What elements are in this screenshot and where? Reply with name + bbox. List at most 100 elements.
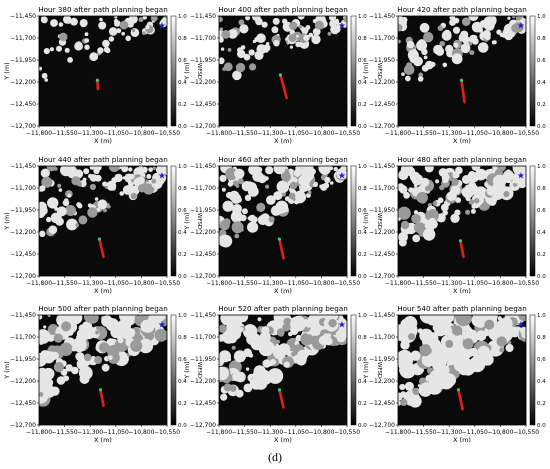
terrain-patch	[98, 21, 107, 30]
terrain-patch	[219, 366, 229, 381]
terrain-patch	[145, 24, 150, 30]
terrain-patch	[246, 182, 257, 193]
terrain-texture	[39, 16, 167, 82]
terrain-patch	[477, 27, 483, 33]
terrain-patch	[477, 42, 489, 53]
colorbar-tick-label: 0.8	[178, 335, 187, 341]
terrain-patch	[232, 70, 242, 81]
y-axis-label: Y (m)	[183, 212, 191, 230]
terrain-patch	[505, 177, 511, 183]
x-tick-label: −10,800	[487, 429, 513, 436]
terrain-patch	[416, 191, 428, 204]
colorbar-tick-label: 0.2	[537, 102, 546, 108]
colorbar-tick-label: 0.0	[178, 423, 187, 429]
terrain-patch	[134, 315, 143, 322]
terrain-patch	[441, 173, 450, 182]
terrain-patch	[58, 188, 63, 192]
terrain-patch	[288, 331, 293, 337]
terrain-patch	[276, 180, 290, 193]
terrain-patch	[40, 168, 50, 178]
terrain-patch	[336, 168, 347, 180]
panel-9: Hour 540 after path planning began ★ −11,8…	[362, 304, 546, 444]
terrain-patch	[281, 171, 291, 182]
colorbar-tick-label: 0.6	[537, 58, 546, 64]
terrain-patch	[295, 34, 299, 38]
terrain-patch	[301, 166, 310, 171]
terrain-patch	[108, 166, 120, 172]
y-tick-label: −12,700	[190, 273, 216, 280]
terrain-patch	[439, 365, 450, 376]
terrain-patch	[264, 176, 269, 181]
terrain-patch	[400, 342, 405, 346]
colorbar-tick-label: 0.2	[537, 252, 546, 258]
terrain-patch	[54, 167, 58, 171]
terrain-patch	[273, 346, 286, 360]
terrain-patch	[108, 36, 115, 42]
terrain-patch	[404, 381, 414, 391]
terrain-patch	[70, 17, 78, 26]
terrain-patch	[499, 347, 505, 353]
target-star-icon: ★	[338, 172, 346, 182]
terrain-patch	[225, 167, 238, 181]
terrain-patch	[465, 195, 471, 201]
terrain-patch	[289, 181, 298, 190]
terrain-patch	[506, 25, 511, 30]
colorbar-tick-label: 0.0	[358, 274, 367, 280]
y-tick-label: −11,950	[190, 356, 216, 363]
terrain-patch	[93, 167, 100, 175]
terrain-patch	[421, 331, 425, 336]
terrain-patch	[59, 342, 73, 356]
terrain-patch	[398, 16, 404, 24]
x-tick-label: −11,300	[436, 130, 462, 137]
terrain-patch	[424, 166, 434, 173]
y-tick-label: −11,700	[190, 35, 216, 42]
terrain-patch	[442, 210, 449, 216]
terrain-patch	[50, 19, 58, 27]
colorbar-tick-label: 0.0	[358, 423, 367, 429]
terrain-patch	[417, 328, 423, 334]
terrain-patch	[398, 24, 403, 32]
terrain-patch	[505, 343, 514, 353]
terrain-patch	[276, 370, 280, 374]
terrain-patch	[82, 177, 87, 182]
x-tick-label: −11,550	[232, 280, 258, 287]
terrain-patch	[418, 72, 424, 78]
terrain-patch	[468, 184, 479, 195]
terrain-patch	[126, 184, 131, 190]
terrain-patch	[75, 352, 85, 361]
terrain-patch	[102, 208, 107, 213]
terrain-patch	[312, 27, 321, 36]
terrain-patch	[39, 185, 46, 192]
x-tick-label: −11,050	[462, 280, 488, 287]
terrain-patch	[101, 363, 110, 372]
terrain-patch	[465, 209, 471, 215]
path-start-marker	[459, 78, 464, 82]
terrain-patch	[128, 167, 133, 172]
terrain-patch	[227, 29, 238, 39]
terrain-patch	[142, 16, 147, 20]
x-tick-label: −10,550	[513, 280, 539, 287]
x-tick-label: −10,800	[128, 429, 154, 436]
x-tick-label: −11,300	[436, 429, 462, 436]
terrain-patch	[406, 62, 413, 69]
terrain-patch	[150, 16, 158, 22]
terrain-patch	[41, 176, 53, 188]
x-axis-label: X (m)	[94, 287, 112, 295]
y-axis-label: Y (m)	[362, 62, 370, 80]
terrain-patch	[439, 184, 445, 191]
target-star-icon: ★	[338, 22, 346, 32]
terrain-patch	[402, 367, 411, 376]
terrain-patch	[416, 40, 428, 51]
terrain-patch	[449, 16, 456, 21]
terrain-patch	[89, 52, 99, 62]
terrain-patch	[412, 387, 420, 395]
terrain-patch	[471, 315, 485, 327]
y-tick-label: −12,700	[369, 123, 395, 130]
terrain-patch	[311, 34, 321, 45]
terrain-patch	[496, 29, 502, 35]
panel-5: Hour 460 after path planning began ★ −11,8…	[183, 155, 382, 295]
terrain-patch	[66, 166, 77, 176]
colorbar-tick-label: 0.4	[537, 379, 546, 385]
terrain-patch	[334, 18, 340, 24]
terrain-patch	[336, 333, 346, 343]
